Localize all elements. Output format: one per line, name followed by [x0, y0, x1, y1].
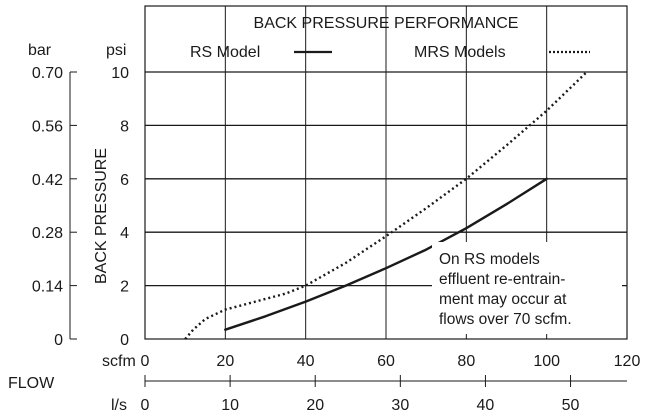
annotation-line-1: On RS models [439, 251, 540, 268]
psi-tick-label-0: 0 [120, 332, 129, 349]
psi-tick-label-6: 6 [120, 172, 129, 189]
annotation-line-4: flows over 70 scfm. [439, 311, 572, 328]
scfm-tick-label-80: 80 [457, 353, 475, 370]
bar-tick-label-0.14: 0.14 [32, 279, 63, 296]
annotation-line-2: effluent re-entrain- [439, 271, 565, 288]
ls-unit-label: l/s [111, 397, 127, 414]
vertical-gridlines [224, 6, 548, 339]
annotation-background [432, 242, 622, 334]
scfm-tick-label-100: 100 [533, 353, 560, 370]
bar-axis: 0 0.14 0.28 0.42 0.56 0.70 [32, 65, 77, 349]
psi-axis: 0 2 4 6 8 10 [111, 65, 129, 349]
ls-tick-label-0: 0 [141, 397, 150, 414]
scfm-axis: 0 20 40 60 80 100 120 [141, 353, 641, 370]
ls-tick-label-20: 20 [306, 397, 324, 414]
legend-label-mrs: MRS Models [414, 44, 506, 61]
scfm-tick-label-0: 0 [141, 353, 150, 370]
scfm-tick-label-120: 120 [614, 353, 641, 370]
psi-unit-label: psi [106, 42, 126, 59]
bar-tick-label-0.28: 0.28 [32, 225, 63, 242]
bar-unit-label: bar [28, 42, 52, 59]
scfm-tick-label-20: 20 [216, 353, 234, 370]
ls-tick-label-40: 40 [477, 397, 495, 414]
bar-tick-label-0.70: 0.70 [32, 65, 63, 82]
psi-tick-label-10: 10 [111, 65, 129, 82]
bar-tick-label-0.42: 0.42 [32, 172, 63, 189]
scfm-unit-label: scfm [102, 353, 136, 370]
psi-tick-label-8: 8 [120, 118, 129, 135]
annotation-line-3: ment may occur at [439, 291, 567, 308]
psi-tick-label-4: 4 [120, 225, 129, 242]
ls-tick-label-30: 30 [391, 397, 409, 414]
scfm-tick-label-60: 60 [377, 353, 395, 370]
series-line-mrs-models [184, 71, 588, 340]
psi-tick-label-2: 2 [120, 279, 129, 296]
ls-axis: 0 10 20 30 40 50 [141, 375, 627, 414]
bar-tick-label-0: 0 [54, 332, 63, 349]
bar-tick-label-0.56: 0.56 [32, 118, 63, 135]
series-group [184, 71, 588, 340]
series-line-rs-model [224, 177, 548, 331]
ls-tick-label-10: 10 [221, 397, 239, 414]
ls-tick-label-50: 50 [562, 397, 580, 414]
y-axis-label: BACK PRESSURE [93, 148, 110, 284]
scfm-tick-label-40: 40 [297, 353, 315, 370]
flow-label: FLOW [8, 375, 55, 392]
